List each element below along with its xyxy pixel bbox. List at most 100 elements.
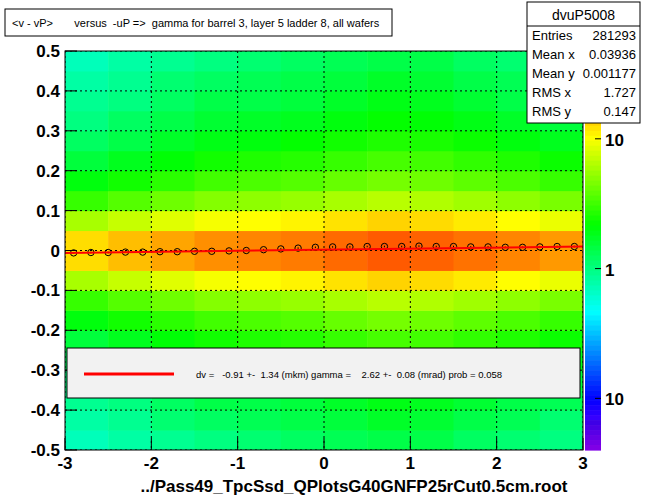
grid-line (65, 210, 583, 211)
stats-value: 0.147 (603, 104, 636, 119)
plot-area (65, 51, 583, 450)
heat-cell (540, 171, 583, 191)
heat-cell (454, 290, 498, 310)
heat-cell (108, 270, 152, 290)
grid-line (65, 410, 583, 411)
heat-cell (151, 151, 195, 171)
heat-cell (281, 410, 325, 430)
colorbar-segment (585, 360, 601, 366)
heat-cell (281, 290, 325, 310)
legend-box (67, 348, 580, 398)
heat-cell (454, 71, 498, 91)
heat-cell (324, 270, 368, 290)
heat-cell (195, 171, 239, 191)
colorbar-segment (585, 335, 601, 341)
heat-cell (497, 430, 541, 450)
heat-cell (410, 270, 454, 290)
colorbar-segment (585, 415, 601, 421)
colorbar-segment (585, 355, 601, 361)
heat-cell (238, 131, 282, 151)
heat-cell (367, 251, 411, 271)
heat-cell (410, 310, 454, 330)
tick (65, 210, 77, 211)
heat-cell (65, 231, 109, 251)
error-bar (315, 247, 316, 249)
heat-cell (151, 191, 195, 211)
colorbar-segment (585, 285, 601, 291)
tick-label: -0.3 (31, 361, 60, 380)
colorbar-segment (585, 166, 601, 172)
heat-cell (108, 131, 152, 151)
heat-cell (238, 71, 282, 91)
heat-cell (497, 171, 541, 191)
heat-cell (367, 131, 411, 151)
frame (65, 51, 583, 450)
heat-cell (238, 410, 282, 430)
heat-cell (65, 310, 109, 330)
heat-cell (238, 270, 282, 290)
colorbar-label: 10 (605, 390, 624, 409)
colorbar-segment (585, 330, 601, 336)
heat-cell (410, 111, 454, 131)
heat-cell (324, 151, 368, 171)
heat-cell (497, 290, 541, 310)
heat-cell (281, 231, 325, 251)
legend-swatch (84, 373, 174, 376)
heat-cell (281, 211, 325, 231)
colorbar-segment (585, 236, 601, 242)
heat-cell (410, 191, 454, 211)
colorbar-segment (585, 325, 601, 331)
heat-cell (108, 171, 152, 191)
heat-cell (367, 290, 411, 310)
tick (237, 438, 238, 450)
colorbar-segment (585, 375, 601, 381)
error-bar (384, 246, 385, 248)
colorbar-segment (585, 141, 601, 147)
tick-label: 0.5 (36, 42, 60, 61)
heat-cell (540, 151, 583, 171)
heat-cell (195, 51, 239, 71)
tick-label: 0.3 (36, 122, 60, 141)
error-bar (298, 247, 299, 249)
heat-cell (151, 270, 195, 290)
heat-cell (195, 270, 239, 290)
tick (65, 438, 66, 450)
heat-cell (195, 430, 239, 450)
title-box (5, 9, 392, 36)
heat-cell (454, 151, 498, 171)
heat-cell (324, 171, 368, 191)
colorbar-segment (585, 420, 601, 426)
colorbar-segment (585, 211, 601, 217)
heat-cell (454, 270, 498, 290)
heat-cell (238, 51, 282, 71)
heat-cell (281, 430, 325, 450)
heat-cell (195, 91, 239, 111)
colorbar-segment (585, 176, 601, 182)
heat-cell (540, 270, 583, 290)
heat-cell (324, 231, 368, 251)
colorbar-segment (585, 136, 601, 142)
tick-label: -0.1 (31, 281, 60, 300)
colorbar-segment (585, 255, 601, 261)
tick (65, 90, 77, 91)
tick (65, 51, 77, 52)
heat-cell (281, 51, 325, 71)
tick (65, 130, 77, 131)
heat-cell (108, 191, 152, 211)
colorbar-segment (585, 340, 601, 346)
heat-cell (65, 191, 109, 211)
grid-line (65, 290, 583, 291)
colorbar-segment (585, 320, 601, 326)
heat-cell (367, 171, 411, 191)
colorbar-tick (595, 268, 601, 269)
heat-cell (151, 91, 195, 111)
heat-cell (108, 71, 152, 91)
heat-cell (108, 91, 152, 111)
tick-label: 0.1 (36, 202, 60, 221)
tick-label: 1 (406, 454, 415, 473)
heat-cell (238, 91, 282, 111)
heat-cell (151, 171, 195, 191)
heat-cell (65, 91, 109, 111)
colorbar-label: 10 (605, 131, 624, 150)
colorbar-segment (585, 186, 601, 192)
